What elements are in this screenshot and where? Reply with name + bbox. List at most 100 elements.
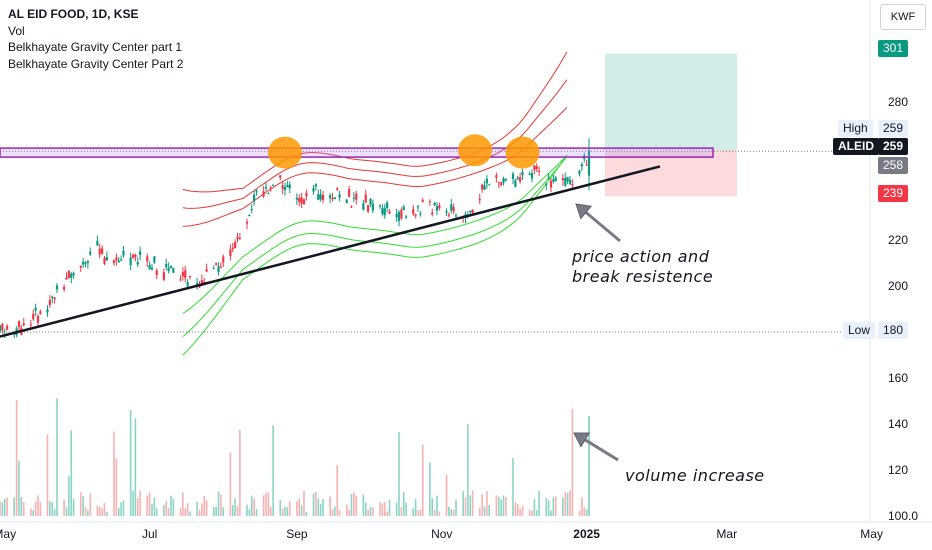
candle [564,172,567,188]
candle [153,256,156,264]
volume-bar [153,497,156,516]
candle [117,257,120,263]
currency-button[interactable]: KWF [880,4,926,30]
candle [450,199,453,214]
volume-bar [535,510,538,516]
volume-bar [215,506,217,516]
gravity-lower-band-1 [182,155,568,315]
candle [397,210,401,227]
candle-body [405,216,408,218]
candle-body [305,193,308,197]
candle [131,253,135,260]
price-note-line-2: break resistence [572,267,714,286]
candle-body [283,186,287,191]
candle-body [371,203,374,211]
candle [48,294,51,308]
volume-bar [20,497,23,516]
candle [514,178,517,188]
indicator-gravity-1[interactable]: Belkhayate Gravity Center part 1 [8,40,183,54]
candle-body [17,321,21,328]
candle-body [502,178,505,183]
candle [205,263,208,273]
candle-body [29,324,32,326]
candle-body [86,261,89,264]
candle-body [549,180,553,188]
volume-bar [521,505,524,516]
candle-body [504,179,507,181]
candle-body [528,173,531,175]
candle-body [397,212,401,221]
volume-bar [163,505,165,516]
candle [521,168,524,180]
gravity-upper-band-3 [182,51,568,193]
candle [381,204,384,217]
volume-bar [578,510,581,516]
candle [580,162,583,171]
indicator-vol[interactable]: Vol [8,23,25,38]
volume-arrow [573,432,619,462]
time-label-0: May [0,527,16,541]
volume-bar [234,498,236,516]
candle-body [433,202,436,206]
volume-note: volume increase [625,466,765,485]
volume-bar [552,497,555,516]
volume-bar [395,502,398,516]
volume-bar [433,509,436,516]
candle-body [545,183,548,186]
volume-bar [84,506,87,516]
candle-body [136,262,139,265]
volume-bar [421,444,424,516]
candle-body [70,273,73,278]
volume-bar [165,500,168,516]
candle-body [105,256,108,261]
candle-body [253,194,256,202]
candle [219,262,222,269]
candle [264,182,268,192]
volume-bar [122,500,125,516]
stop-zone [605,150,737,197]
candle-body [521,171,524,176]
volume-bar [248,509,251,516]
candle [345,199,348,204]
candle-body [248,214,251,216]
volume-bar [106,511,108,516]
candle [172,267,175,273]
candle [321,190,325,204]
candle [262,186,265,199]
candle-body [32,313,35,320]
volume-bar [538,491,540,516]
volume-bar [96,505,99,516]
candle [338,190,341,202]
volume-bar [82,496,84,516]
volume-bar [550,510,552,516]
volume-bar [417,509,419,516]
candle [371,199,374,214]
candle-body [554,177,557,181]
candle-body [153,256,156,263]
candle-body [222,256,225,263]
candle [378,203,382,209]
candle-body [236,236,239,240]
candle-body [298,197,301,203]
candle [419,210,422,217]
candle [364,189,367,204]
candle [215,262,218,267]
candle [302,198,306,205]
candle-body [352,197,355,199]
volume-bar [315,491,317,516]
time-label-1: Jul [142,527,157,541]
volume-bar [155,508,158,516]
volume-bar [319,503,322,516]
candle [333,197,336,200]
volume-bar [519,508,521,516]
candle-body [155,270,158,276]
low-label: Low [843,322,876,339]
indicator-gravity-2[interactable]: Belkhayate Gravity Center Part 2 [8,56,184,71]
volume-bar [512,457,514,516]
volume-bar [412,508,415,516]
volume-bar [286,507,289,516]
candle [250,204,253,214]
volume-bar [70,430,73,516]
candle [530,169,534,183]
